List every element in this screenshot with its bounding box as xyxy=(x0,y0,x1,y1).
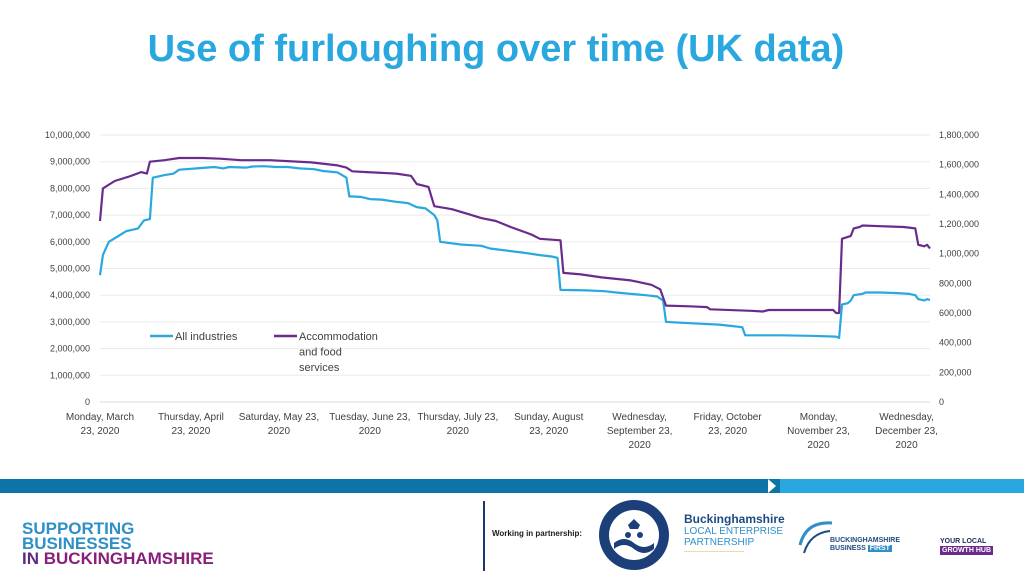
chart-legend: All industries Accommodation and food se… xyxy=(150,331,381,374)
partnership-label: Working in partnership: xyxy=(492,529,583,538)
hub-line-2: GROWTH HUB xyxy=(940,546,993,555)
left-tick-label: 10,000,000 xyxy=(45,130,90,140)
supporting-businesses-logo: SUPPORTING BUSINESSES IN BUCKINGHAMSHIRE xyxy=(22,519,214,568)
right-tick-label: 1,400,000 xyxy=(939,189,979,199)
left-tick-label: 4,000,000 xyxy=(50,290,90,300)
right-tick-label: 1,200,000 xyxy=(939,219,979,229)
bbf-line-2a: BUSINESS xyxy=(830,545,868,552)
x-tick-label: Thursday, July 23, 2020 xyxy=(417,412,498,437)
series-line-all-industries xyxy=(98,165,931,339)
left-tick-label: 6,000,000 xyxy=(50,237,90,247)
bbf-line-1: BUCKINGHAMSHIRE xyxy=(830,537,900,544)
left-tick-label: 1,000,000 xyxy=(50,370,90,380)
bbf-line-2: BUSINESS FIRST xyxy=(830,545,892,552)
right-tick-label: 800,000 xyxy=(939,278,972,288)
logo-line-2: BUSINESSES xyxy=(22,534,132,553)
x-tick-label: Thursday, April 23, 2020 xyxy=(158,412,224,437)
footer-band-dark xyxy=(0,479,780,493)
x-tick-label: Friday, October 23, 2020 xyxy=(694,412,763,437)
x-tick-label: Monday, March 23, 2020 xyxy=(66,412,134,437)
left-tick-label: 7,000,000 xyxy=(50,210,90,220)
series-line-accommodation xyxy=(98,156,931,315)
page-title: Use of furloughing over time (UK data) xyxy=(147,28,845,70)
footer-band xyxy=(0,479,1024,493)
right-axis-ticks: 0 200,000 400,000 600,000 800,000 1,000,000 1,… xyxy=(939,130,979,407)
logo-line-3-prefix: IN xyxy=(22,549,44,568)
legend-label-all-industries: All industries xyxy=(175,331,238,343)
swoosh-icon xyxy=(798,521,833,554)
footer-band-light xyxy=(780,479,1024,493)
council-seal-icon xyxy=(599,500,669,570)
x-tick-label: Wednesday, September 23, 2020 xyxy=(607,412,673,451)
series-lines xyxy=(98,156,931,339)
lep-line-1: Buckinghamshire xyxy=(684,512,785,526)
left-axis-ticks: 0 1,000,000 2,000,000 3,000,000 4,000,000 5,0… xyxy=(45,130,90,407)
right-tick-label: 600,000 xyxy=(939,308,972,318)
chevron-right-icon xyxy=(768,479,776,493)
left-tick-label: 9,000,000 xyxy=(50,157,90,167)
gridlines xyxy=(100,134,930,403)
right-tick-label: 0 xyxy=(939,397,944,407)
lep-logo: Buckinghamshire LOCAL ENTERPRISE PARTNER… xyxy=(684,513,785,556)
bbf-line-2b: FIRST xyxy=(867,545,892,552)
right-tick-label: 1,600,000 xyxy=(939,160,979,170)
lep-line-3: PARTNERSHIP xyxy=(684,537,755,548)
legend-label-accommodation: Accommodation and food services xyxy=(299,331,381,374)
x-tick-label: Tuesday, June 23, 2020 xyxy=(329,412,410,437)
logo-line-3-text: BUCKINGHAMSHIRE xyxy=(43,549,214,568)
lep-tagline-graphic: ———————————— xyxy=(684,549,744,555)
right-tick-label: 400,000 xyxy=(939,338,972,348)
x-axis-ticks: Monday, March 23, 2020 Thursday, April 23, … xyxy=(66,412,938,451)
right-tick-label: 1,800,000 xyxy=(939,130,979,140)
left-tick-label: 8,000,000 xyxy=(50,183,90,193)
x-tick-label: Sunday, August 23, 2020 xyxy=(514,412,584,437)
business-first-logo: BUCKINGHAMSHIRE BUSINESS FIRST xyxy=(796,515,926,559)
x-tick-label: Saturday, May 23, 2020 xyxy=(239,412,319,437)
footer-divider xyxy=(483,501,485,571)
right-tick-label: 1,000,000 xyxy=(939,249,979,259)
growth-hub-logo: YOUR LOCAL GROWTH HUB xyxy=(940,537,993,555)
left-tick-label: 3,000,000 xyxy=(50,317,90,327)
x-tick-label: Monday, November 23, 2020 xyxy=(787,412,850,451)
hub-line-1: YOUR LOCAL xyxy=(940,538,987,545)
footer-logos: SUPPORTING BUSINESSES IN BUCKINGHAMSHIRE… xyxy=(0,493,1024,576)
left-tick-label: 0 xyxy=(85,397,90,407)
left-tick-label: 5,000,000 xyxy=(50,264,90,274)
left-tick-label: 2,000,000 xyxy=(50,344,90,354)
right-tick-label: 200,000 xyxy=(939,367,972,377)
logo-line-1: SUPPORTING xyxy=(22,519,135,538)
logo-line-3: IN BUCKINGHAMSHIRE xyxy=(22,549,214,568)
furlough-line-chart: 0 1,000,000 2,000,000 3,000,000 4,000,000 5,0… xyxy=(45,130,979,451)
x-tick-label: Wednesday, December 23, 2020 xyxy=(875,412,938,451)
lep-line-2: LOCAL ENTERPRISE xyxy=(684,526,784,537)
